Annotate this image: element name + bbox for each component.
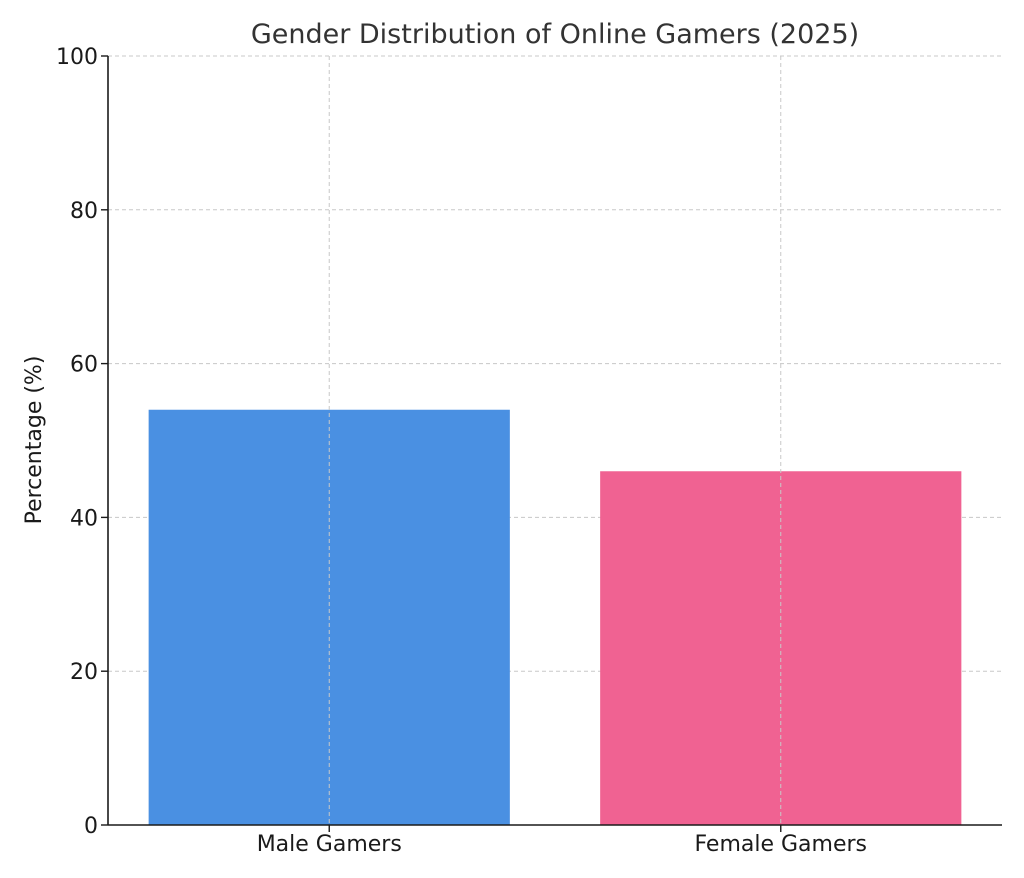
y-tick-label: 100	[56, 45, 98, 70]
x-tick-layer: Male Gamers Female Gamers	[257, 825, 867, 857]
x-tick-label: Female Gamers	[694, 832, 867, 857]
y-tick-label: 40	[70, 506, 98, 531]
y-tick-label: 20	[70, 660, 98, 685]
y-tick-label: 80	[70, 199, 98, 224]
bar-layer	[148, 409, 962, 825]
y-tick-label: 0	[84, 814, 98, 839]
y-tick-layer: 0 20 40 60 80 100	[56, 45, 108, 839]
grid-overlay-layer	[328, 56, 782, 825]
y-axis-label: Percentage (%)	[22, 356, 47, 525]
y-tick-label: 60	[70, 353, 98, 378]
x-tick-label: Male Gamers	[257, 832, 402, 857]
chart-title: Gender Distribution of Online Gamers (20…	[251, 19, 859, 50]
